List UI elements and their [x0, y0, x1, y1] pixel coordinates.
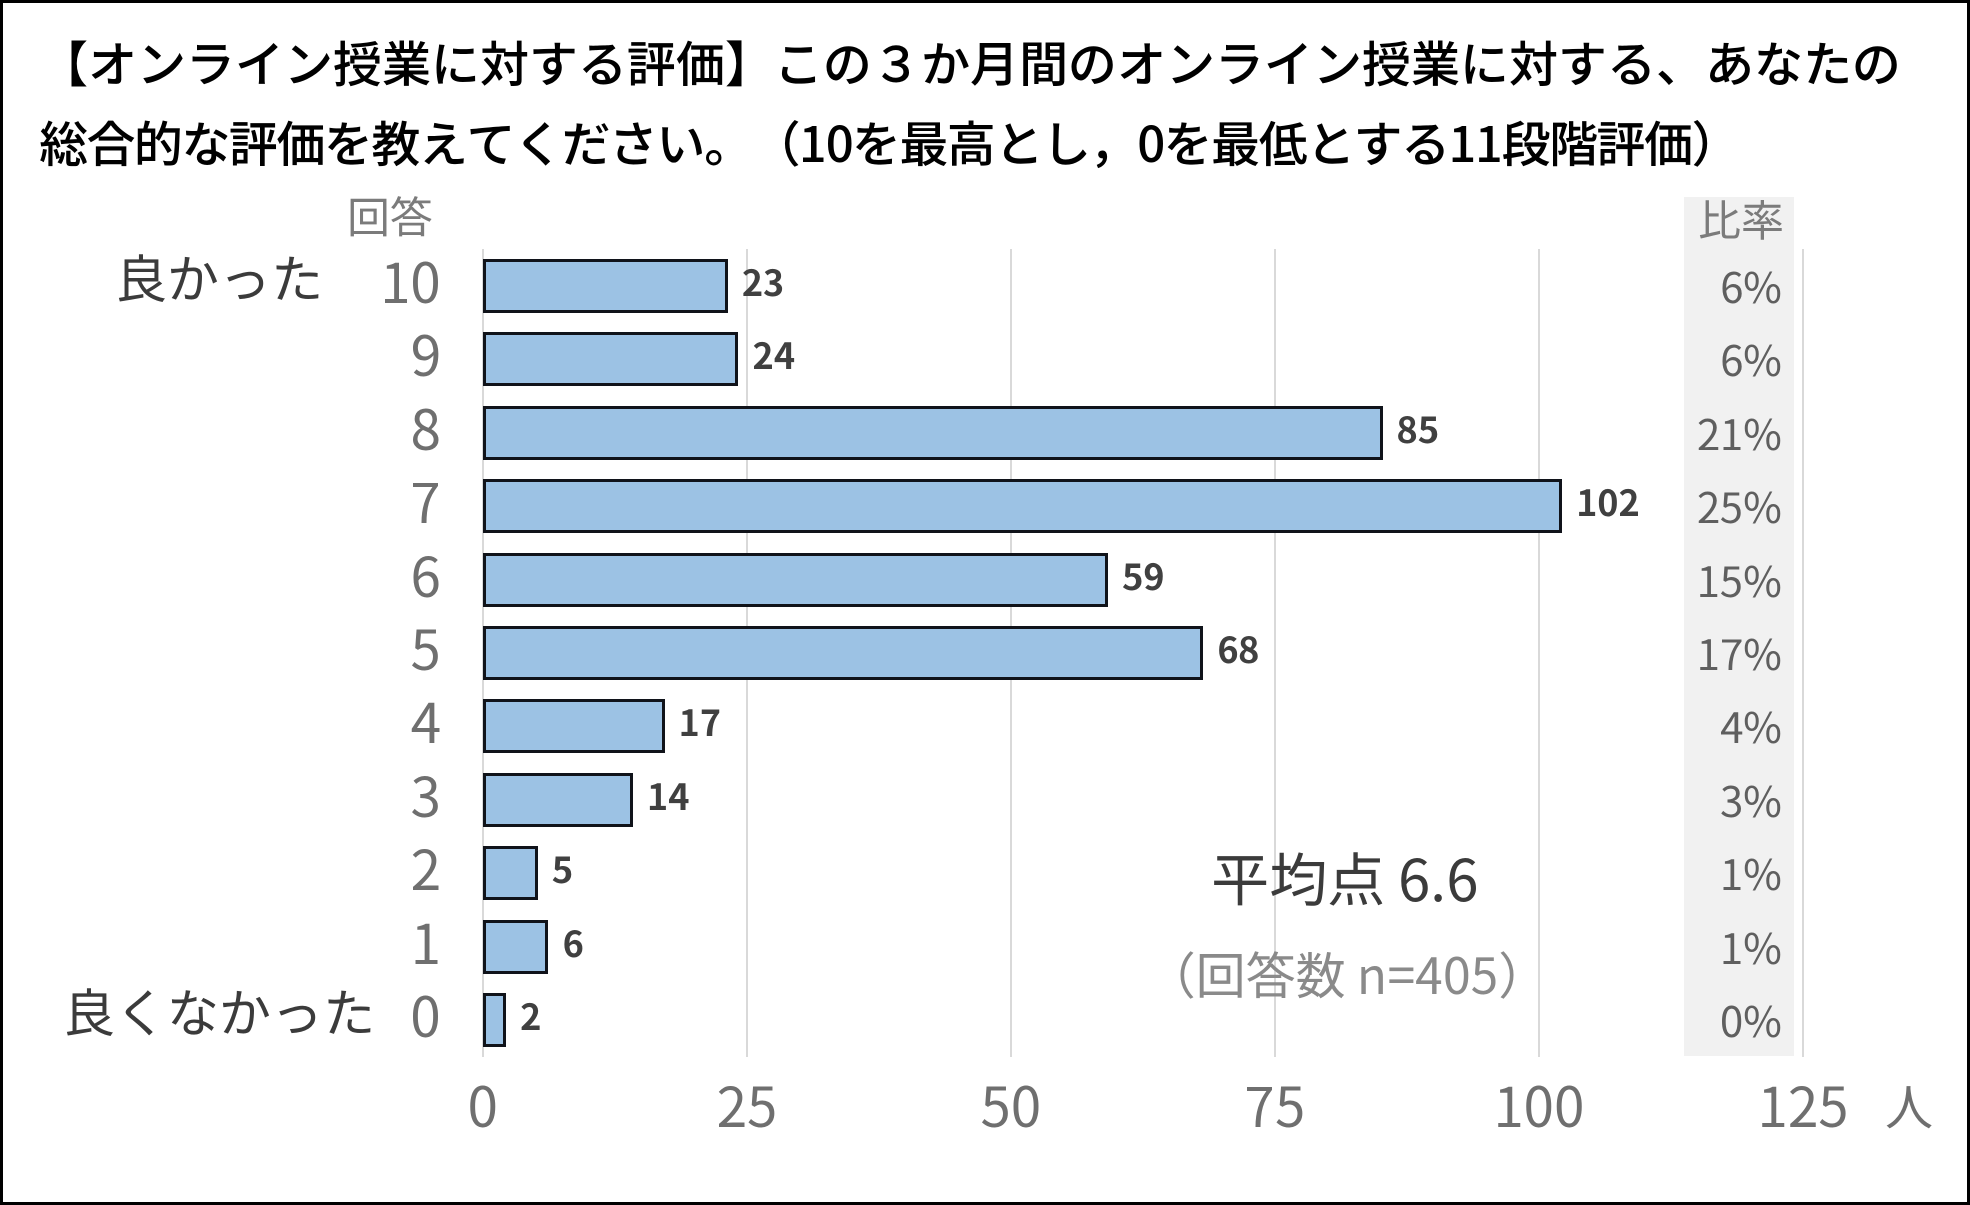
- axis-label-not-good: 良くなかった: [62, 972, 375, 1048]
- bar-value-label: 102: [1576, 475, 1640, 528]
- ratio-value-label: 3%: [1720, 768, 1782, 830]
- bar-value-label: 85: [1396, 401, 1440, 454]
- chart-title: 【オンライン授業に対する評価】この３か月間のオンライン授業に対する、あなたの 総…: [39, 22, 1953, 182]
- average-score-annotation: 平均点 6.6: [1211, 834, 1479, 918]
- gridline: [1802, 249, 1804, 1057]
- category-label: 3: [410, 752, 441, 833]
- bar: [483, 626, 1204, 680]
- bar-value-label: 17: [678, 695, 721, 748]
- bar: [483, 405, 1383, 460]
- x-tick-label: 50: [980, 1063, 1042, 1143]
- bar-value-label: 14: [646, 768, 690, 821]
- ratio-value-label: 6%: [1720, 254, 1782, 316]
- bar-value-label: 6: [562, 915, 584, 968]
- x-axis-unit-label: 人: [1884, 1069, 1933, 1139]
- chart-title-line1: 【オンライン授業に対する評価】この３か月間のオンライン授業に対する、あなたの: [39, 26, 1902, 97]
- bar-value-label: 2: [520, 989, 542, 1042]
- ratio-value-label: 4%: [1720, 695, 1782, 757]
- x-tick-label: 100: [1493, 1063, 1585, 1143]
- gridline: [1538, 249, 1540, 1057]
- bar-value-label: 24: [752, 328, 795, 381]
- category-label: 1: [410, 899, 441, 980]
- bar: [483, 699, 665, 754]
- ratio-value-label: 21%: [1696, 401, 1782, 463]
- bar: [483, 846, 538, 901]
- bar: [483, 772, 633, 827]
- bar-value-label: 23: [741, 254, 785, 307]
- bar: [483, 993, 507, 1048]
- bar-value-label: 68: [1217, 622, 1260, 674]
- bar: [483, 919, 549, 974]
- sample-size-annotation: （回答数 n=405）: [1145, 937, 1549, 1009]
- bar: [483, 332, 739, 387]
- ratio-value-label: 17%: [1696, 622, 1782, 683]
- category-label: 7: [410, 459, 441, 540]
- answer-column-header: 回答: [347, 184, 433, 246]
- gridline: [1274, 249, 1276, 1057]
- category-label: 9: [410, 312, 441, 393]
- category-label: 0: [410, 973, 441, 1054]
- bar-value-label: 59: [1122, 548, 1165, 601]
- axis-label-good: 良かった: [114, 237, 323, 313]
- category-label: 2: [410, 826, 441, 907]
- x-tick-label: 25: [716, 1063, 778, 1143]
- ratio-value-label: 0%: [1720, 989, 1782, 1051]
- bar: [483, 258, 728, 313]
- chart-title-line2: 総合的な評価を教えてください。（10を最高とし，0を最低とする11段階評価）: [39, 106, 1741, 177]
- ratio-value-label: 25%: [1696, 475, 1782, 537]
- ratio-value-label: 1%: [1720, 842, 1782, 904]
- category-label: 5: [410, 606, 441, 686]
- category-label: 10: [379, 238, 441, 319]
- ratio-column-header: 比率: [1698, 187, 1784, 249]
- category-label: 4: [410, 679, 441, 760]
- ratio-column-background: [1684, 197, 1794, 1056]
- x-tick-label: 75: [1244, 1063, 1306, 1143]
- bar: [483, 552, 1109, 607]
- ratio-value-label: 15%: [1696, 548, 1782, 610]
- category-label: 6: [410, 532, 441, 613]
- x-tick-label: 0: [467, 1063, 499, 1143]
- ratio-value-label: 1%: [1720, 915, 1782, 977]
- ratio-value-label: 6%: [1720, 328, 1782, 390]
- bar-value-label: 5: [551, 842, 574, 895]
- category-label: 8: [410, 385, 441, 466]
- bar: [483, 479, 1563, 534]
- x-tick-label: 125: [1757, 1063, 1849, 1143]
